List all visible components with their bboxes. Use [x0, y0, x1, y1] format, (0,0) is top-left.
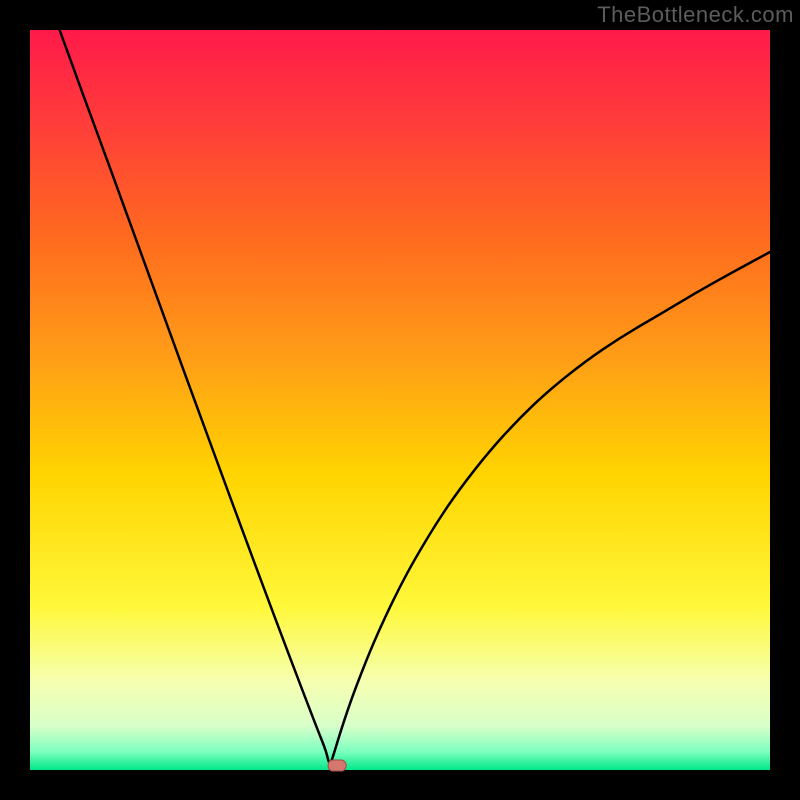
watermark-text: TheBottleneck.com	[597, 2, 794, 28]
chart-container: TheBottleneck.com	[0, 0, 800, 800]
bottleneck-chart	[0, 0, 800, 800]
chart-background	[30, 30, 770, 770]
optimal-marker	[328, 760, 346, 771]
